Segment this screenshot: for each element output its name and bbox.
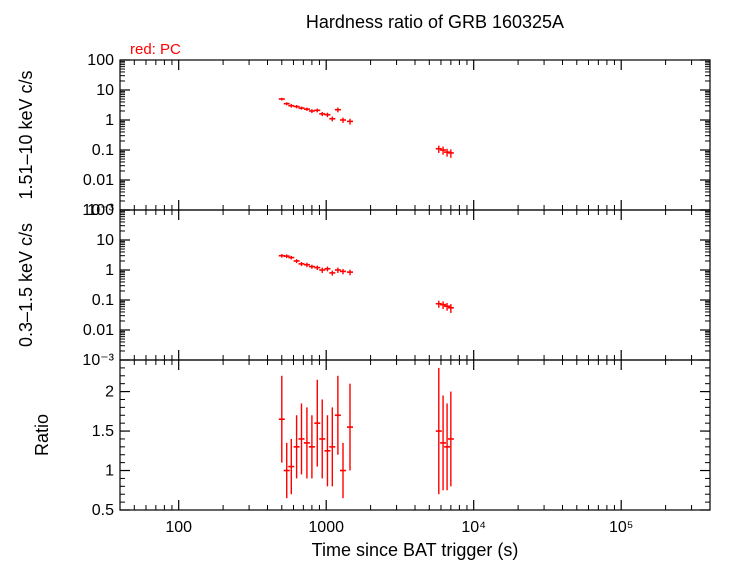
hardness-ratio-chart: 10⁻³ 0.01 0.1 1 10 100 1.51–10 keV c/s 10⁻³ 0.01… bbox=[0, 0, 742, 566]
ytick-label: 2 bbox=[105, 384, 114, 401]
panel-1: 10⁻³ 0.01 0.1 1 10 100 0.3–1.5 keV c/s bbox=[16, 202, 710, 369]
ytick-label: 0.1 bbox=[92, 292, 114, 309]
y-axis-label: Ratio bbox=[32, 414, 52, 456]
ytick-label: 0.01 bbox=[83, 172, 114, 189]
chart-container: 10⁻³ 0.01 0.1 1 10 100 1.51–10 keV c/s 10⁻³ 0.01… bbox=[0, 0, 742, 566]
data-series bbox=[279, 368, 454, 498]
xtick-label: 10⁵ bbox=[609, 519, 633, 536]
xtick-label: 1000 bbox=[308, 519, 344, 536]
y-axis-label: 1.51–10 keV c/s bbox=[16, 70, 36, 199]
data-series bbox=[279, 98, 454, 158]
ytick-label: 1 bbox=[105, 463, 114, 480]
xtick-label: 100 bbox=[165, 519, 192, 536]
ytick-label: 10⁻³ bbox=[82, 352, 114, 369]
ytick-label: 1 bbox=[105, 112, 114, 129]
xtick-label: 10⁴ bbox=[461, 519, 486, 536]
legend-pc: red: PC bbox=[130, 41, 181, 58]
ytick-label: 0.5 bbox=[92, 502, 114, 519]
y-axis-label: 0.3–1.5 keV c/s bbox=[16, 223, 36, 347]
ytick-label: 1.5 bbox=[92, 423, 114, 440]
ytick-label: 10 bbox=[96, 82, 114, 99]
ytick-label: 100 bbox=[87, 202, 114, 219]
ytick-label: 10 bbox=[96, 232, 114, 249]
x-axis-label: Time since BAT trigger (s) bbox=[312, 540, 519, 560]
ytick-label: 1 bbox=[105, 262, 114, 279]
ytick-label: 100 bbox=[87, 52, 114, 69]
ytick-label: 0.01 bbox=[83, 322, 114, 339]
panel-2: 0.5 1 1.5 2 100 1000 10⁴ 10⁵ Ratio bbox=[32, 360, 710, 536]
panel-0: 10⁻³0.010.11101001.51–10 keV c/s bbox=[16, 52, 710, 219]
chart-title: Hardness ratio of GRB 160325A bbox=[306, 12, 564, 32]
ytick-label: 0.1 bbox=[92, 142, 114, 159]
data-series bbox=[279, 254, 454, 313]
